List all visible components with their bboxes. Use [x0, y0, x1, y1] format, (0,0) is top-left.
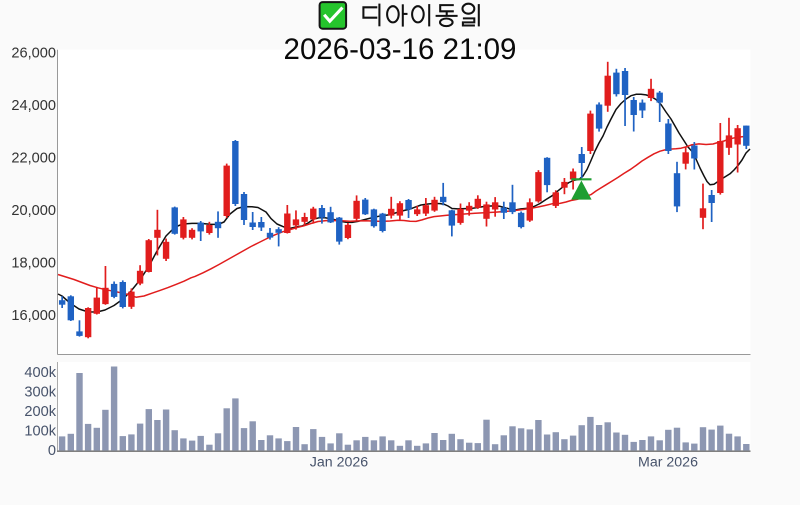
svg-text:16,000: 16,000: [11, 308, 56, 324]
svg-text:22,000: 22,000: [11, 151, 56, 167]
svg-text:100k: 100k: [24, 424, 56, 440]
svg-text:2026-03-16 21:09: 2026-03-16 21:09: [284, 33, 517, 66]
svg-text:26,000: 26,000: [11, 46, 56, 62]
svg-text:Mar 2026: Mar 2026: [638, 455, 698, 471]
svg-text:400k: 400k: [24, 365, 56, 381]
svg-text:0: 0: [48, 443, 56, 459]
svg-text:24,000: 24,000: [11, 98, 56, 114]
svg-text:20,000: 20,000: [11, 203, 56, 219]
svg-text:200k: 200k: [24, 404, 56, 420]
svg-text:300k: 300k: [24, 384, 56, 400]
svg-text:Jan 2026: Jan 2026: [310, 455, 368, 471]
svg-text:18,000: 18,000: [11, 256, 56, 272]
